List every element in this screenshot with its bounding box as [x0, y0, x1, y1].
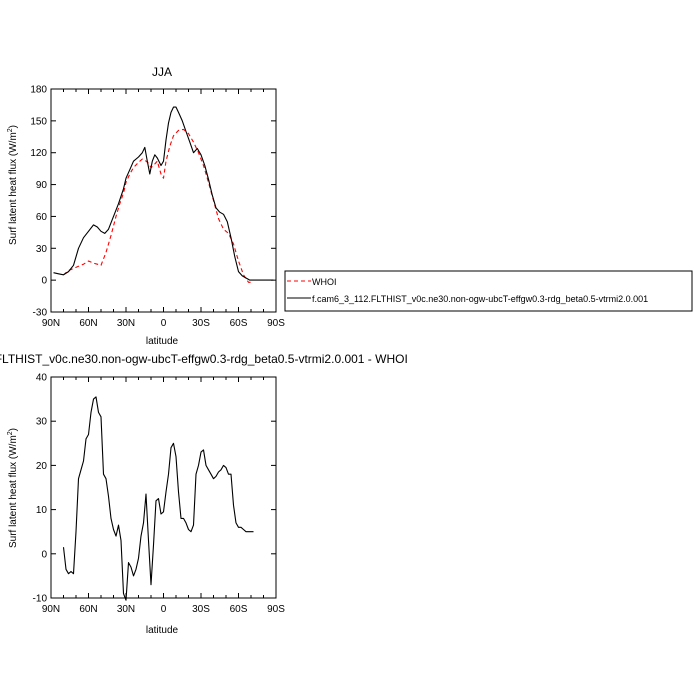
- legend: WHOI f.cam6_3_112.FLTHIST_v0c.ne30.non-o…: [284, 270, 693, 312]
- bottom-xtick-label: 60S: [230, 604, 248, 615]
- bottom-panel: f.cam6_3_112.FLTHIST_v0c.ne30.non-ogw-ub…: [0, 352, 408, 636]
- bottom-plot-frame: [50, 376, 277, 599]
- bottom-xaxis-label: latitude: [146, 625, 179, 636]
- top-series-line-1: [63, 128, 254, 283]
- bottom-plot-area: 90N 60N 30N 0 30S 60S 90S -10 0 10 20 30 40: [33, 373, 286, 616]
- bottom-chart-title: f.cam6_3_112.FLTHIST_v0c.ne30.non-ogw-ub…: [0, 352, 408, 366]
- bottom-ytick-label: 0: [41, 549, 47, 560]
- top-xtick-label: 90S: [267, 318, 285, 329]
- top-xtick-label: 60S: [230, 318, 248, 329]
- bottom-xtick-label: 0: [161, 604, 167, 615]
- bottom-xtick-label: 90S: [267, 604, 285, 615]
- top-ytick-label: 90: [36, 180, 48, 191]
- top-panel: JJA 90N 60N 30N 0 30S 60S 90S -30 0 30 60 90 120 150 1…: [7, 65, 285, 347]
- top-series-line-2: [53, 106, 274, 281]
- top-xtick-label: 0: [161, 318, 167, 329]
- bottom-yaxis-label: Surf latent heat flux (W/m2): [7, 428, 19, 548]
- bottom-xtick-label: 30N: [117, 604, 135, 615]
- top-ytick-label: 0: [41, 276, 47, 287]
- bottom-ytick-label: 40: [36, 373, 48, 384]
- legend-box: [284, 270, 693, 312]
- legend-label-whoi: WHOI: [312, 277, 337, 287]
- top-chart-title: JJA: [152, 65, 172, 79]
- bottom-xtick-label: 60N: [79, 604, 97, 615]
- bottom-ytick-label: 20: [36, 461, 48, 472]
- legend-label-model: f.cam6_3_112.FLTHIST_v0c.ne30.non-ogw-ub…: [312, 294, 648, 304]
- top-plot-frame: [50, 88, 277, 313]
- bottom-xtick-label: 90N: [42, 604, 60, 615]
- top-xtick-label: 30S: [192, 318, 210, 329]
- top-ytick-label: -30: [33, 308, 48, 319]
- bottom-xtick-label: 30S: [192, 604, 210, 615]
- top-xtick-label: 30N: [117, 318, 135, 329]
- top-plot-area: 90N 60N 30N 0 30S 60S 90S -30 0 30 60 90 120 150 180: [30, 85, 285, 330]
- bottom-series-line-1: [62, 396, 254, 601]
- top-ytick-label: 60: [36, 212, 48, 223]
- bottom-ytick-label: 10: [36, 505, 48, 516]
- top-ytick-label: 180: [30, 85, 47, 96]
- bottom-ytick-label: -10: [33, 594, 48, 605]
- top-ytick-label: 30: [36, 244, 48, 255]
- bottom-ytick-label: 30: [36, 417, 48, 428]
- top-ytick-label: 150: [30, 116, 47, 127]
- top-xaxis-label: latitude: [146, 336, 179, 347]
- top-xtick-label: 90N: [42, 318, 60, 329]
- top-xtick-label: 60N: [79, 318, 97, 329]
- top-ytick-label: 120: [30, 148, 47, 159]
- top-yaxis-label: Surf latent heat flux (W/m2): [7, 125, 19, 245]
